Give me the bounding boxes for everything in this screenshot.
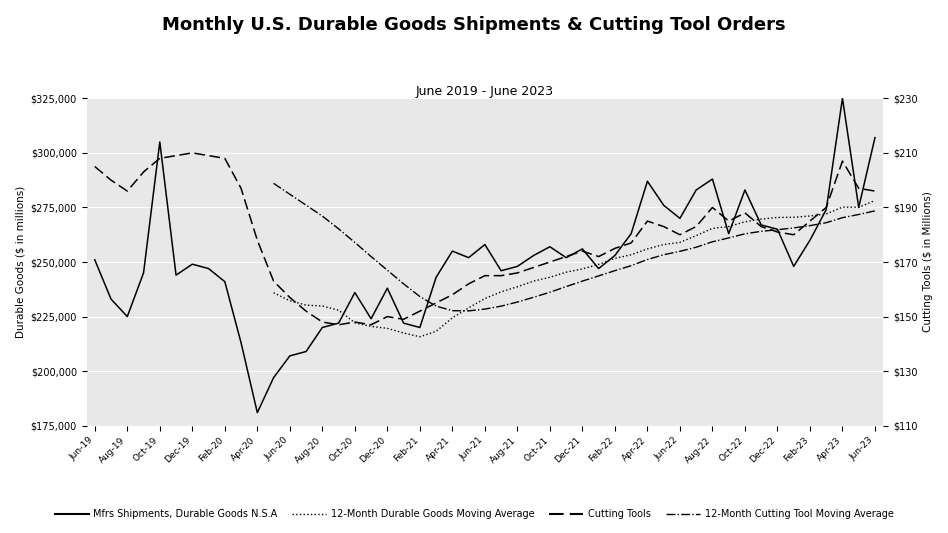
Y-axis label: Cutting Tools ($ in Millions): Cutting Tools ($ in Millions) (923, 191, 933, 333)
Y-axis label: Durable Goods ($ in millions): Durable Goods ($ in millions) (15, 186, 25, 338)
Legend: Mfrs Shipments, Durable Goods N.S.A, 12-Month Durable Goods Moving Average, Cutt: Mfrs Shipments, Durable Goods N.S.A, 12-… (50, 505, 898, 523)
Text: Monthly U.S. Durable Goods Shipments & Cutting Tool Orders: Monthly U.S. Durable Goods Shipments & C… (162, 16, 786, 34)
Title: June 2019 - June 2023: June 2019 - June 2023 (416, 85, 554, 98)
